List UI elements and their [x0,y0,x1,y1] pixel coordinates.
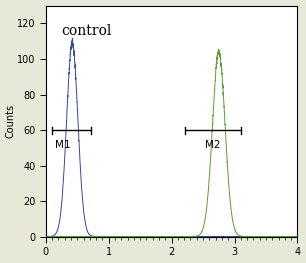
Text: M2: M2 [205,140,221,150]
Text: control: control [61,24,111,38]
Y-axis label: Counts: Counts [6,104,16,138]
Text: M1: M1 [55,140,70,150]
